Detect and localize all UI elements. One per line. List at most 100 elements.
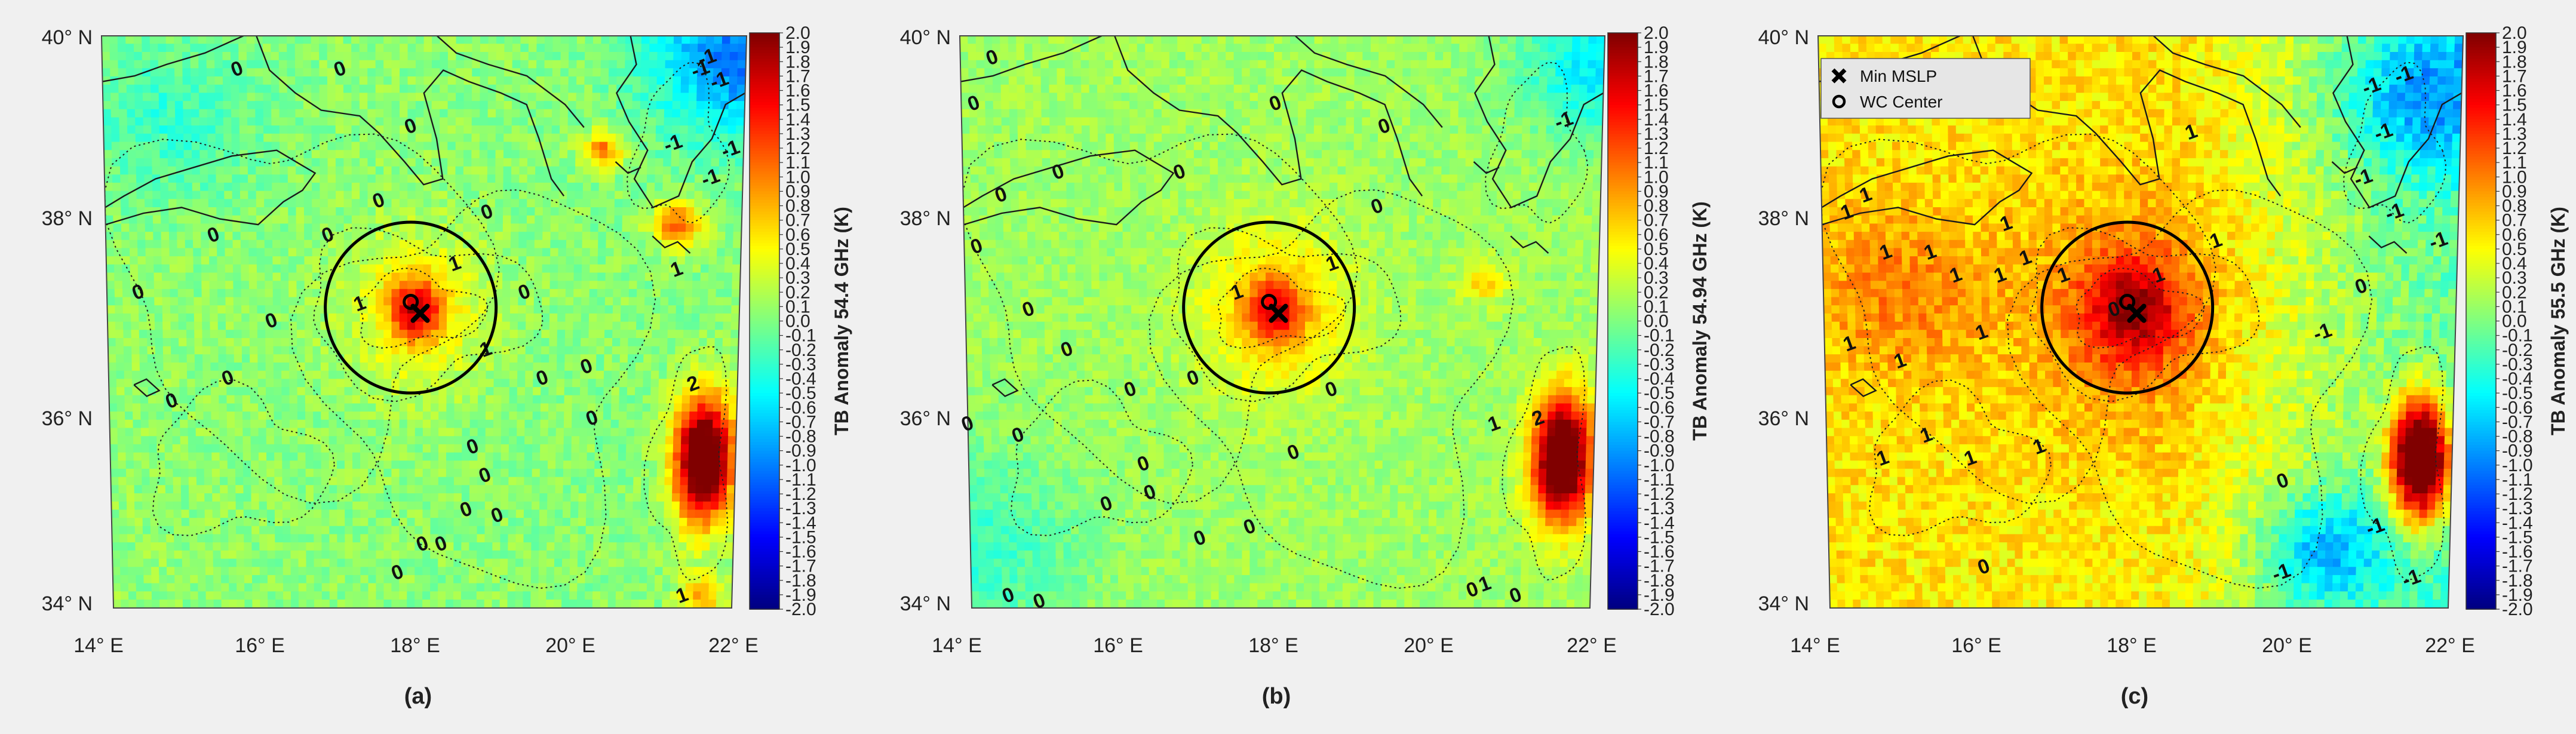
- colorbar-tick-label: 1.3: [2502, 124, 2527, 144]
- colorbar-tick-label: 0.3: [1644, 268, 1669, 288]
- legend: Min MSLP WC Center: [1820, 58, 2031, 119]
- panel-b: 0 0 0 0 0 0 0 0 0 0 0 0 0 0 0 0 0 0 0 0 0 0 1 1 0 2 1 1 0 0 0 -1 40° N 38…: [858, 0, 1717, 734]
- colorbar-tick-label: 1.0: [785, 167, 810, 187]
- latitude-label: 34° N: [42, 592, 93, 615]
- legend-wc-center: WC Center: [1860, 93, 1942, 111]
- colorbar-tick-label: -0.7: [2502, 412, 2533, 432]
- colorbar-tick-label: 0.0: [1644, 312, 1669, 331]
- colorbar-tick-label: -1.0: [785, 456, 816, 475]
- colorbar-title: TB Anomaly 54.4 GHz (K): [831, 207, 852, 435]
- colorbar-tick-label: -2.0: [785, 600, 816, 619]
- colorbar-tick-label: -0.3: [2502, 355, 2533, 374]
- colorbar-tick-label: 0.5: [1644, 239, 1669, 259]
- colorbar-tick-label: 0.3: [2502, 268, 2527, 288]
- colorbar-tick-label: 1.6: [1644, 81, 1669, 101]
- colorbar-tick-label: 0.8: [2502, 196, 2527, 216]
- coastlines: [1819, 36, 2463, 397]
- colorbar-tick-label: 1.2: [785, 139, 810, 158]
- colorbar-tick-label: -0.6: [2502, 398, 2533, 417]
- wc-center-marker: [403, 293, 419, 310]
- colorbar-tick-label: -1.7: [1644, 557, 1675, 576]
- colorbar-tick-label: -1.2: [1644, 484, 1675, 504]
- colorbar-tick-label: -1.6: [1644, 542, 1675, 562]
- latitude-label: 34° N: [900, 592, 951, 615]
- colorbar-tick-label: 1.7: [2502, 66, 2527, 86]
- colorbar-tick-label: -1.1: [785, 470, 816, 490]
- colorbar-tick-label: 0.1: [785, 297, 810, 317]
- colorbar-tick-label: 0.5: [2502, 239, 2527, 259]
- latitude-label: 40° N: [900, 26, 951, 49]
- colorbar: 2.01.91.81.71.61.51.41.31.21.11.00.90.80…: [1607, 23, 1711, 619]
- colorbar-tick-label: 1.0: [1644, 167, 1669, 187]
- colorbar-tick-label: -1.4: [2502, 513, 2533, 533]
- colorbar-tick-label: -0.8: [2502, 427, 2533, 447]
- colorbar-tick-label: -0.8: [1644, 427, 1675, 447]
- longitude-label: 18° E: [1248, 634, 1298, 657]
- colorbar-tick-label: 0.1: [1644, 297, 1669, 317]
- colorbar-tick-label: -0.6: [1644, 398, 1675, 417]
- legend-min-mslp: Min MSLP: [1860, 67, 1937, 85]
- colorbar-tick-label: 1.8: [785, 52, 810, 72]
- colorbar-tick-label: -0.1: [1644, 326, 1675, 346]
- colorbar-tick-label: 1.5: [785, 96, 810, 115]
- colorbar-tick-label: 0.0: [2502, 312, 2527, 331]
- longitude-label: 18° E: [390, 634, 440, 657]
- colorbar-tick-label: 0.7: [2502, 211, 2527, 231]
- warm-core-circle: [324, 220, 498, 395]
- coastlines: [102, 36, 746, 397]
- colorbar-tick-label: 0.2: [1644, 282, 1669, 302]
- latitude-label: 38° N: [42, 207, 93, 230]
- colorbar-tick-label: -1.3: [1644, 499, 1675, 518]
- colorbar-tick-label: -1.9: [2502, 585, 2533, 605]
- colorbar-tick-label: 0.8: [785, 196, 810, 216]
- colorbar-tick-label: 1.9: [785, 38, 810, 57]
- colorbar-tick-label: -0.4: [785, 369, 816, 389]
- colorbar-tick-label: 0.4: [785, 254, 810, 274]
- colorbar-tick-label: -1.2: [2502, 484, 2533, 504]
- tb-anomaly-field: [960, 36, 1605, 608]
- panel-a: 0 0 0 0 0 0 0 0 0 0 0 0 0 0 0 0 0 0 0 0 0 0 1 1 1 1 1 -1 -1 -1 -1 -1 -1 2…: [0, 0, 858, 734]
- colorbar-tick-label: 1.8: [2502, 52, 2527, 72]
- colorbar-tick-label: -1.8: [2502, 571, 2533, 591]
- colorbar-tick-label: 1.5: [2502, 96, 2527, 115]
- colorbar-tick-label: -0.2: [1644, 340, 1675, 360]
- latitude-label: 40° N: [1758, 26, 1809, 49]
- colorbar-tick-label: -1.1: [2502, 470, 2533, 490]
- colorbar-tick-label: -0.4: [2502, 369, 2533, 389]
- colorbar-tick-label: 0.6: [2502, 225, 2527, 245]
- colorbar-tick-label: -1.5: [1644, 527, 1675, 547]
- colorbar-tick-label: 1.1: [785, 153, 810, 173]
- latitude-label: 36° N: [1758, 407, 1809, 430]
- longitude-label: 16° E: [235, 634, 285, 657]
- latitude-label: 38° N: [1758, 207, 1809, 230]
- colorbar-tick-label: -1.9: [785, 585, 816, 605]
- panel-caption: (c): [2121, 684, 2148, 709]
- colorbar-tick-label: 1.5: [1644, 96, 1669, 115]
- longitude-label: 16° E: [1951, 634, 2001, 657]
- latitude-label: 34° N: [1758, 592, 1809, 615]
- colorbar-tick-label: -0.2: [785, 340, 816, 360]
- colorbar-tick-label: -1.6: [2502, 542, 2533, 562]
- colorbar-tick-label: 1.3: [785, 124, 810, 144]
- colorbar-tick-label: 1.2: [1644, 139, 1669, 158]
- colorbar-tick-label: 0.2: [785, 282, 810, 302]
- longitude-label: 20° E: [1404, 634, 1454, 657]
- colorbar-tick-label: -0.5: [785, 383, 816, 403]
- colorbar-tick-label: -0.6: [785, 398, 816, 417]
- colorbar-tick-label: 1.8: [1644, 52, 1669, 72]
- colorbar-tick-label: -1.6: [785, 542, 816, 562]
- longitude-label: 14° E: [932, 634, 982, 657]
- colorbar-tick-label: -1.7: [785, 557, 816, 576]
- colorbar-tick-label: -1.9: [1644, 585, 1675, 605]
- colorbar-tick-label: -0.3: [1644, 355, 1675, 374]
- colorbar-tick-label: 1.3: [1644, 124, 1669, 144]
- min-mslp-marker: [2127, 303, 2147, 323]
- colorbar-title: TB Anomaly 54.94 GHz (K): [1689, 201, 1711, 441]
- colorbar-tick-label: 1.7: [1644, 66, 1669, 86]
- colorbar-tick-label: -0.3: [785, 355, 816, 374]
- warm-core-circle: [1182, 220, 1356, 395]
- colorbar-tick-label: 1.7: [785, 66, 810, 86]
- wc-center-marker: [2119, 293, 2136, 310]
